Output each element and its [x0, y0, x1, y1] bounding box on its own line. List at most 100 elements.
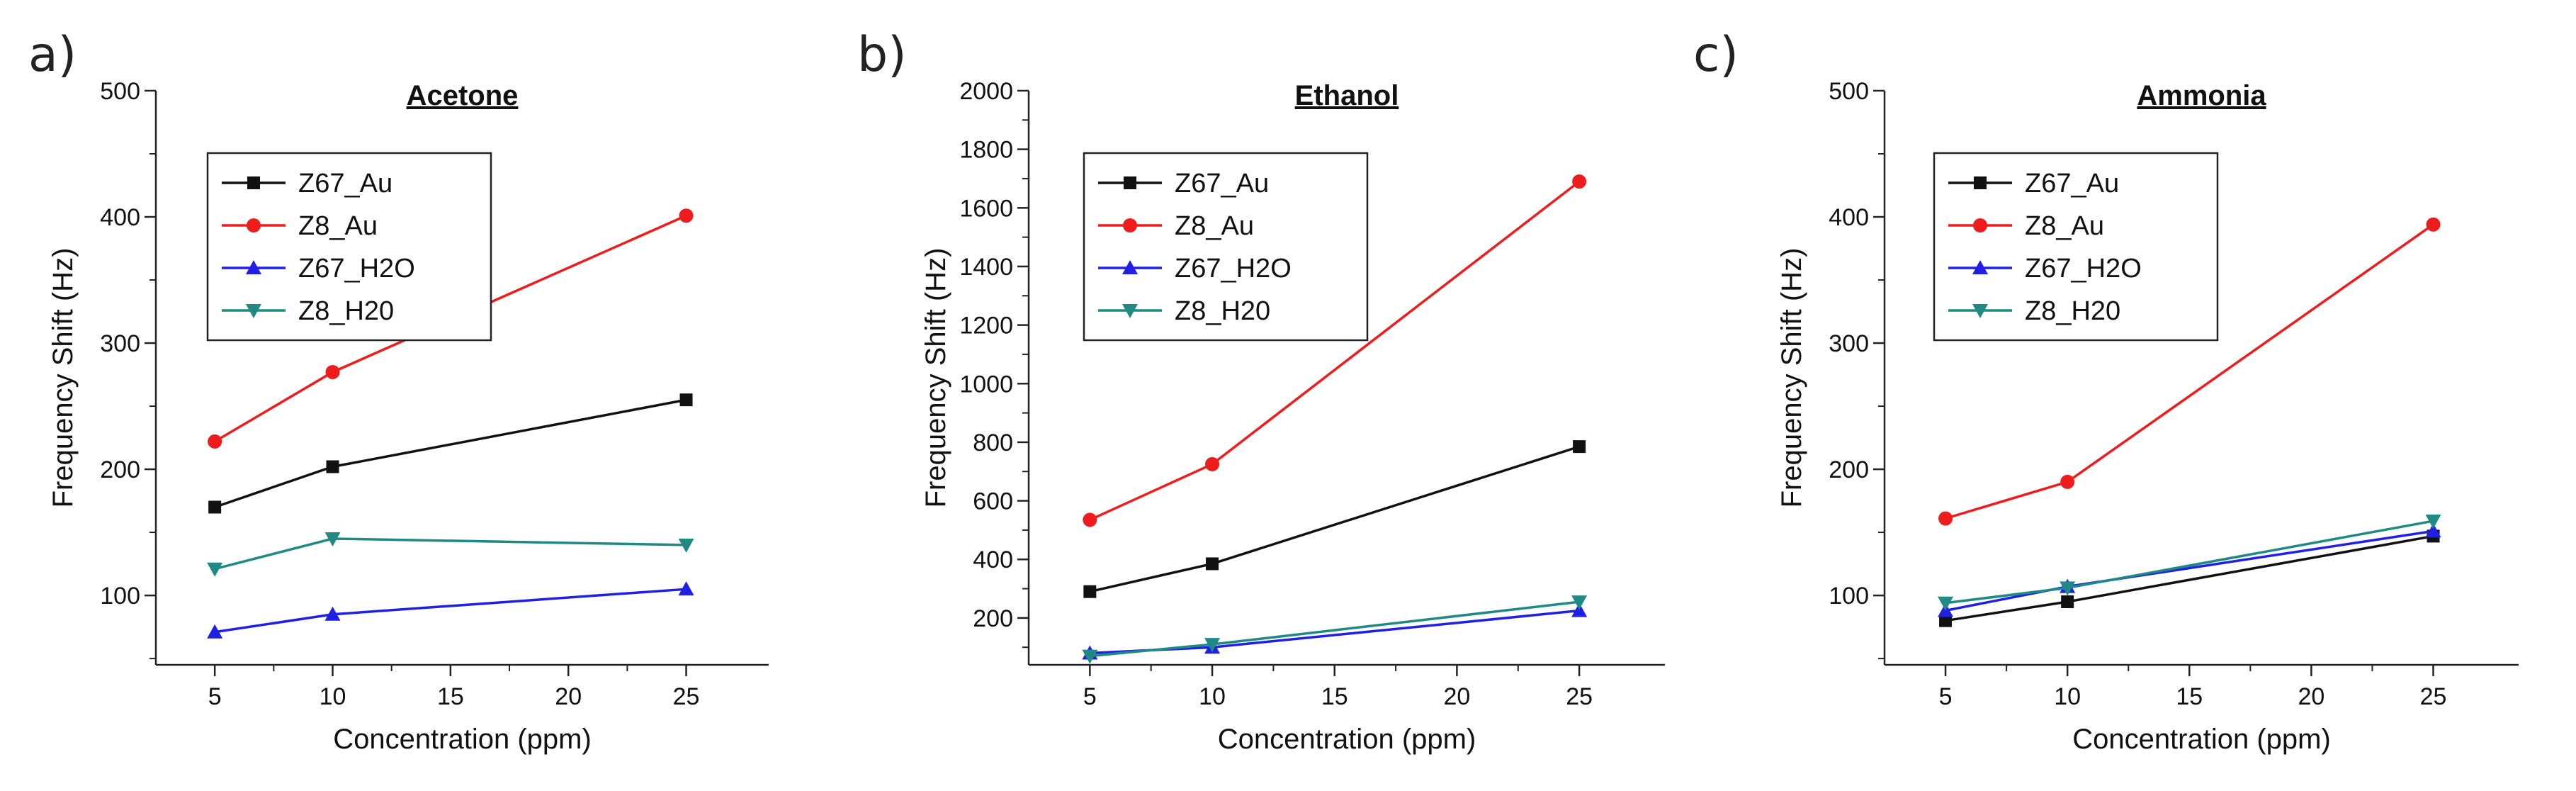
- y-tick-label: 200: [973, 605, 1013, 632]
- legend-label: Z67_H2O: [1175, 254, 1292, 284]
- y-tick-label: 1000: [959, 371, 1013, 398]
- data-point-z8-au: [1572, 174, 1587, 189]
- series-line-z67-h2o: [214, 588, 687, 634]
- x-tick-label: 5: [208, 683, 222, 710]
- legend-label: Z67_H2O: [298, 254, 415, 284]
- series-line-z8-h20: [1090, 600, 1580, 658]
- y-tick-label: 600: [973, 488, 1013, 515]
- chart-title: Ammonia: [2137, 80, 2266, 111]
- data-point-z8-au: [2426, 217, 2441, 232]
- x-tick-label: 10: [1199, 683, 1226, 710]
- y-axis-label: Frequency Shift (Hz): [47, 248, 79, 508]
- series-line-z8-h20: [214, 537, 687, 571]
- legend-label: Z67_Au: [1175, 169, 1269, 198]
- y-tick-label: 800: [973, 430, 1013, 456]
- data-point-z67-au: [1939, 614, 1953, 627]
- chart-title: Acetone: [407, 80, 519, 111]
- legend-marker-z67-h2o: [1122, 260, 1138, 274]
- panel-letter: c): [1693, 27, 1739, 83]
- data-point-z67-au: [1083, 585, 1097, 598]
- y-axis-label: Frequency Shift (Hz): [920, 248, 951, 508]
- chart-panel-ethanol: b) Ethanol 5 10 15 20 25 200 400 600 800 1000 1200 14…: [857, 27, 1665, 755]
- y-tick-label: 1800: [959, 137, 1013, 164]
- data-point-z8-h20: [1082, 649, 1098, 664]
- y-tick-label: 500: [1829, 78, 1869, 105]
- data-point-z8-h20: [1938, 596, 1954, 611]
- legend-label: Z8_Au: [1175, 211, 1254, 241]
- x-tick-label: 20: [555, 683, 582, 710]
- data-point-z8-h20: [1204, 638, 1221, 653]
- data-point-z67-au: [1573, 440, 1586, 454]
- data-point-z8-h20: [1571, 595, 1588, 610]
- y-tick-label: 2000: [959, 78, 1013, 105]
- y-tick-label: 400: [100, 204, 140, 231]
- x-tick-label: 25: [2420, 683, 2447, 710]
- legend-label: Z67_Au: [298, 169, 392, 198]
- legend-label: Z8_Au: [2025, 211, 2104, 241]
- data-point-z67-au: [679, 393, 693, 407]
- series-line-z8-h20: [1945, 520, 2434, 605]
- panel-letter: a): [28, 27, 77, 83]
- data-point-z67-au: [1206, 557, 1219, 571]
- x-axis-label: Concentration (ppm): [2072, 724, 2331, 755]
- data-point-z8-au: [325, 364, 340, 379]
- y-tick-label: 1600: [959, 195, 1013, 222]
- data-point-z67-au: [208, 500, 222, 514]
- data-point-z8-au: [679, 208, 694, 223]
- x-tick-label: 15: [2176, 683, 2203, 710]
- data-point-z8-h20: [678, 538, 694, 553]
- y-tick-label: 400: [1829, 204, 1869, 231]
- series-line-z67-h2o: [1945, 529, 2434, 612]
- legend-marker-z8-h20: [246, 304, 261, 318]
- x-axis-label: Concentration (ppm): [1218, 724, 1476, 755]
- y-tick-label: 200: [100, 456, 140, 483]
- chart-panel-acetone: a) Acetone 5 10 15 20 25 100 200 300 400 500 Concent…: [28, 27, 769, 755]
- y-tick-label: 400: [973, 546, 1013, 573]
- legend-label: Z67_H2O: [2025, 254, 2142, 284]
- legend-label: Z67_Au: [2025, 169, 2119, 198]
- legend-marker-z8-au: [1123, 218, 1137, 232]
- legend-label: Z8_H20: [1175, 296, 1270, 326]
- legend-label: Z8_Au: [298, 211, 378, 241]
- y-tick-label: 100: [1829, 583, 1869, 610]
- x-tick-label: 10: [320, 683, 346, 710]
- data-point-z67-au: [326, 460, 339, 473]
- data-point-z67-h2o: [207, 624, 223, 639]
- y-tick-label: 300: [1829, 330, 1869, 357]
- legend-marker-z8-au: [247, 218, 261, 232]
- x-tick-label: 15: [1321, 683, 1348, 710]
- legend-marker-z67-au: [1124, 176, 1136, 189]
- data-point-z8-au: [2060, 474, 2075, 489]
- x-tick-label: 5: [1083, 683, 1097, 710]
- series-line-z67-au: [1945, 534, 2434, 622]
- x-tick-label: 20: [1444, 683, 1471, 710]
- legend-marker-z8-h20: [1972, 304, 1988, 318]
- data-point-z67-h2o: [678, 581, 694, 596]
- y-tick-label: 1400: [959, 254, 1013, 281]
- series-line-z67-au: [1089, 445, 1580, 593]
- legend-marker-z8-h20: [1122, 304, 1138, 318]
- legend-marker-z67-au: [1974, 176, 1987, 189]
- data-point-z8-h20: [2425, 515, 2441, 529]
- x-tick-label: 20: [2298, 683, 2324, 710]
- y-tick-label: 100: [100, 583, 140, 610]
- x-tick-label: 25: [673, 683, 700, 710]
- data-point-z8-h20: [324, 532, 341, 546]
- x-tick-label: 25: [1566, 683, 1593, 710]
- data-point-z67-h2o: [2425, 523, 2441, 538]
- data-point-z67-au: [2061, 595, 2074, 608]
- x-tick-label: 15: [437, 683, 464, 710]
- legend-marker-z8-au: [1973, 218, 1987, 232]
- x-tick-label: 5: [1939, 683, 1953, 710]
- x-tick-label: 10: [2054, 683, 2081, 710]
- legend-marker-z67-h2o: [246, 260, 261, 274]
- y-tick-label: 500: [100, 78, 140, 105]
- chart-title: Ethanol: [1295, 80, 1399, 111]
- data-point-z8-au: [208, 434, 222, 449]
- x-axis-label: Concentration (ppm): [333, 724, 592, 755]
- data-point-z67-h2o: [1571, 602, 1588, 617]
- y-tick-label: 1200: [959, 313, 1013, 340]
- data-point-z8-au: [1083, 512, 1097, 527]
- data-point-z8-au: [1938, 511, 1953, 526]
